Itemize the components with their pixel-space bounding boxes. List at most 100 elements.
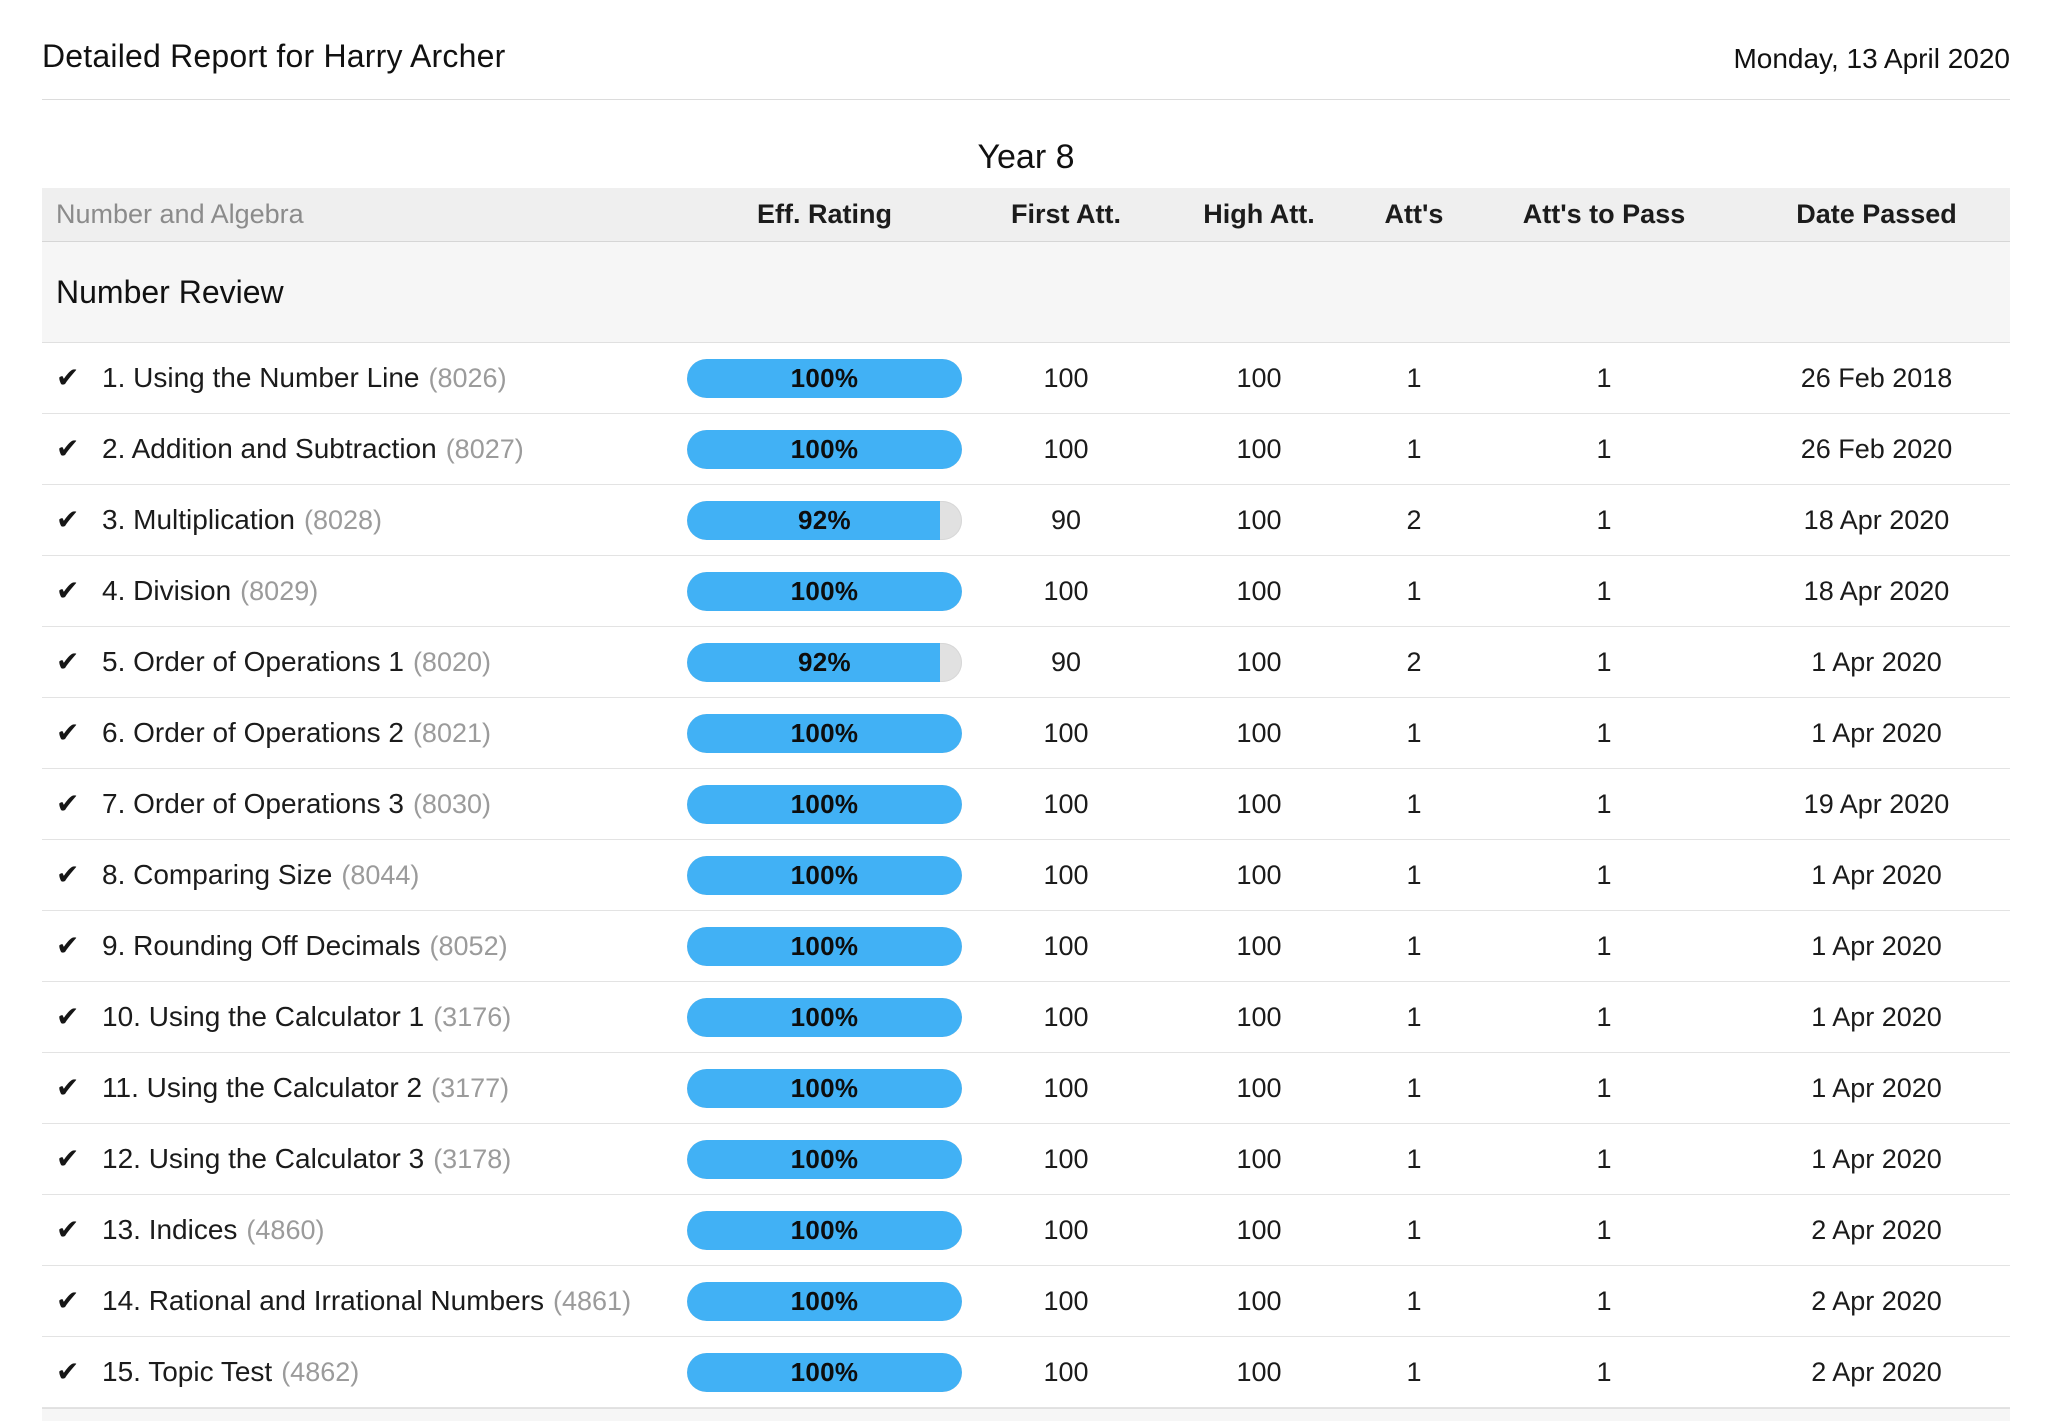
checkmark-icon: ✔ (56, 1356, 80, 1387)
atts-to-pass-value: 1 (1596, 717, 1612, 748)
atts-to-pass-value: 1 (1596, 788, 1612, 819)
eff-rating-value: 100% (790, 1356, 859, 1387)
activity-title: 13. Indices (102, 1214, 238, 1245)
activity-code: (8021) (412, 717, 491, 748)
eff-rating-progress-fill (687, 1281, 962, 1321)
atts-value: 1 (1406, 575, 1422, 606)
eff-rating-progress-bar: 92% (687, 642, 962, 682)
date-passed-value: 19 Apr 2020 (1803, 788, 1950, 819)
eff-rating-progress-fill (687, 855, 962, 895)
activity-cell: ✔ 6. Order of Operations 2 (8021) (42, 717, 672, 749)
eff-rating-cell: 100% (672, 855, 977, 895)
atts-value: 1 (1406, 788, 1422, 819)
table-row: ✔ 9. Rounding Off Decimals (8052) 100% 1… (42, 911, 2010, 982)
high-att-value: 100 (1236, 930, 1282, 961)
table-row: ✔ 10. Using the Calculator 1 (3176) 100%… (42, 982, 2010, 1053)
checkmark-icon: ✔ (56, 859, 80, 890)
activity-title: 15. Topic Test (102, 1356, 273, 1387)
column-header-first-att: First Att. (1011, 199, 1121, 229)
activity-cell: ✔ 4. Division (8029) (42, 575, 672, 607)
eff-rating-cell: 100% (672, 429, 977, 469)
atts-value: 1 (1406, 433, 1422, 464)
page-title: Detailed Report for Harry Archer (42, 38, 506, 74)
atts-to-pass-value: 1 (1596, 575, 1612, 606)
table-row: ✔ 12. Using the Calculator 3 (3178) 100%… (42, 1124, 2010, 1195)
first-att-value: 100 (1043, 1214, 1089, 1245)
high-att-value: 100 (1236, 717, 1282, 748)
checkmark-icon: ✔ (56, 575, 80, 606)
column-header-date-passed: Date Passed (1796, 199, 1957, 229)
eff-rating-progress-bar: 100% (687, 1068, 962, 1108)
eff-rating-cell: 100% (672, 1068, 977, 1108)
activity-title: 12. Using the Calculator 3 (102, 1143, 425, 1174)
eff-rating-cell: 92% (672, 642, 977, 682)
high-att-value: 100 (1236, 1001, 1282, 1032)
atts-to-pass-value: 1 (1596, 646, 1612, 677)
first-att-value: 100 (1043, 1143, 1089, 1174)
first-att-value: 100 (1043, 575, 1089, 606)
eff-rating-progress-bar: 100% (687, 571, 962, 611)
section-title: Number Review (56, 273, 284, 310)
atts-value: 1 (1406, 859, 1422, 890)
table-row: ✔ 14. Rational and Irrational Numbers (4… (42, 1266, 2010, 1337)
activity-title: 5. Order of Operations 1 (102, 646, 404, 677)
date-passed-value: 1 Apr 2020 (1811, 1072, 1942, 1103)
activity-cell: ✔ 13. Indices (4860) (42, 1214, 672, 1246)
table-row: ✔ 13. Indices (4860) 100% 100 100 1 1 2 … (42, 1195, 2010, 1266)
date-passed-value: 1 Apr 2020 (1811, 717, 1942, 748)
column-header-atts-to-pass: Att's to Pass (1522, 199, 1686, 229)
section-header: Number Review (42, 242, 2010, 343)
activity-title: 14. Rational and Irrational Numbers (102, 1285, 545, 1316)
high-att-value: 100 (1236, 362, 1282, 393)
first-att-value: 100 (1043, 1072, 1089, 1103)
eff-rating-cell: 100% (672, 997, 977, 1037)
activity-code: (8028) (303, 504, 383, 535)
activity-title: 6. Order of Operations 2 (102, 717, 404, 748)
table-row: ✔ 15. Topic Test (4862) 100% 100 100 1 1… (42, 1337, 2010, 1408)
eff-rating-cell: 100% (672, 713, 977, 753)
eff-rating-progress-bar: 100% (687, 713, 962, 753)
report-header: Detailed Report for Harry Archer Monday,… (42, 0, 2010, 100)
activity-title: 1. Using the Number Line (102, 362, 420, 393)
atts-value: 1 (1406, 362, 1422, 393)
eff-rating-cell: 100% (672, 784, 977, 824)
first-att-value: 100 (1043, 859, 1089, 890)
atts-to-pass-value: 1 (1596, 504, 1612, 535)
atts-to-pass-value: 1 (1596, 1143, 1612, 1174)
first-att-value: 90 (1050, 504, 1082, 535)
eff-rating-value: 100% (790, 788, 859, 819)
eff-rating-progress-bar: 100% (687, 855, 962, 895)
activity-cell: ✔ 11. Using the Calculator 2 (3177) (42, 1072, 672, 1104)
activity-title: 11. Using the Calculator 2 (102, 1072, 423, 1103)
high-att-value: 100 (1236, 1214, 1282, 1245)
atts-value: 1 (1406, 1285, 1422, 1316)
high-att-value: 100 (1236, 1285, 1282, 1316)
eff-rating-progress-bar: 100% (687, 926, 962, 966)
atts-to-pass-value: 1 (1596, 1072, 1612, 1103)
eff-rating-progress-bar: 100% (687, 784, 962, 824)
eff-rating-value: 100% (790, 859, 859, 890)
eff-rating-progress-fill (687, 784, 962, 824)
high-att-value: 100 (1236, 433, 1282, 464)
eff-rating-progress-fill (687, 713, 962, 753)
activity-title: 10. Using the Calculator 1 (102, 1001, 425, 1032)
checkmark-icon: ✔ (56, 1285, 80, 1316)
table-row: ✔ 8. Comparing Size (8044) 100% 100 100 … (42, 840, 2010, 911)
activity-title: 7. Order of Operations 3 (102, 788, 404, 819)
table-row: ✔ 2. Addition and Subtraction (8027) 100… (42, 414, 2010, 485)
eff-rating-progress-bar: 100% (687, 358, 962, 398)
first-att-value: 100 (1043, 788, 1089, 819)
activity-code: (8029) (240, 575, 319, 606)
high-att-value: 100 (1236, 788, 1282, 819)
first-att-value: 100 (1043, 1285, 1089, 1316)
eff-rating-cell: 100% (672, 571, 977, 611)
eff-rating-value: 92% (798, 504, 851, 535)
atts-to-pass-value: 1 (1596, 362, 1612, 393)
table-header-row: Number and Algebra Eff. Rating First Att… (42, 188, 2010, 242)
date-passed-value: 18 Apr 2020 (1803, 575, 1950, 606)
eff-rating-value: 100% (790, 362, 859, 393)
atts-to-pass-value: 1 (1596, 930, 1612, 961)
activity-title: 2. Addition and Subtraction (102, 433, 437, 464)
eff-rating-cell: 92% (672, 500, 977, 540)
first-att-value: 100 (1043, 717, 1089, 748)
